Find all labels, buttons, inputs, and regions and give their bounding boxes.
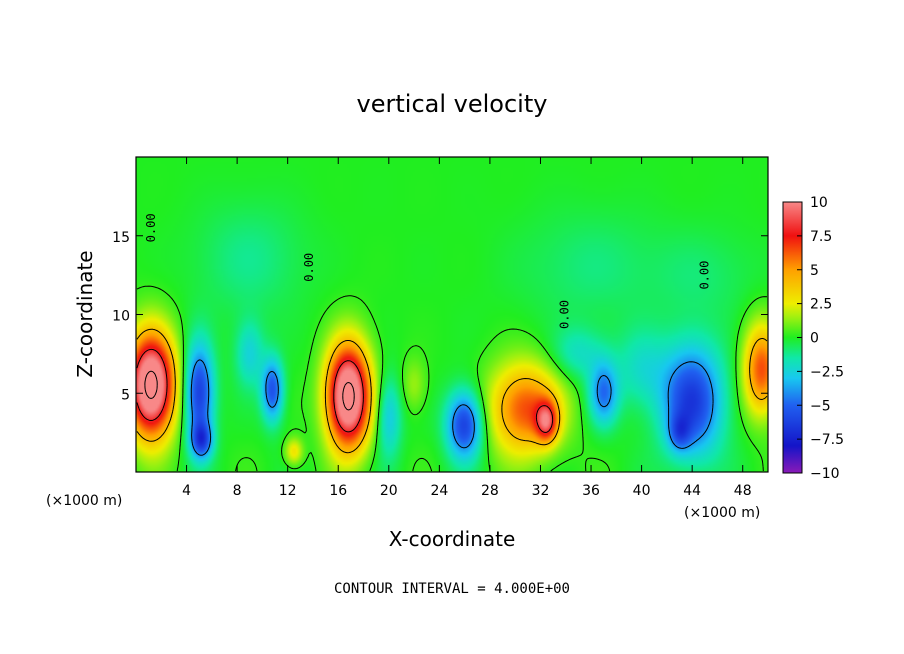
colorbar-tick-label: −10 (810, 466, 840, 482)
x-tick-label: 16 (329, 483, 347, 499)
colorbar-tick-label: 5 (810, 263, 819, 279)
contour-positive (144, 370, 355, 411)
x-tick-label: 44 (683, 483, 701, 499)
contour-interval-note: CONTOUR INTERVAL = 4.000E+00 (334, 581, 570, 597)
y-axis: 5 10 15 (112, 230, 768, 403)
y-axis-label: Z-coordinate (73, 250, 97, 377)
contour-positive (136, 328, 768, 454)
chart-title: vertical velocity (357, 90, 548, 118)
x-axis-label: X-coordinate (389, 527, 516, 551)
contour-value-label: 0.00 (302, 253, 316, 282)
colorbar-tick-label: 10 (810, 195, 828, 211)
colorbar-tick-label: 0 (810, 331, 819, 347)
x-tick-label: 40 (633, 483, 651, 499)
x-tick-label: 24 (430, 483, 448, 499)
contour-negative (190, 359, 714, 456)
x-tick-label: 32 (532, 483, 550, 499)
x-tick-label: 20 (380, 483, 398, 499)
plot-area: 0.00 0.00 0.00 0.00 (135, 156, 769, 473)
x-tick-label: 4 (182, 483, 191, 499)
contour-positive (136, 348, 554, 433)
y-tick-label: 15 (112, 230, 130, 246)
contour-labels: 0.00 0.00 0.00 0.00 (144, 213, 712, 329)
colorbar-tick-label: −7.5 (810, 432, 844, 448)
y-tick-label: 5 (121, 387, 130, 403)
y-tick-label: 10 (112, 309, 130, 325)
colorbar-tick-label: −5 (810, 398, 831, 414)
contour-value-label: 0.00 (698, 261, 712, 290)
x-unit-label: (×1000 m) (46, 493, 122, 509)
colorbar-tick-label: −2.5 (810, 364, 844, 380)
x-tick-label: 28 (481, 483, 499, 499)
contour-value-label: 0.00 (144, 213, 158, 242)
x-tick-label: 36 (582, 483, 600, 499)
x-tick-label: 12 (279, 483, 297, 499)
colorbar-ticks: 10 7.5 5 2.5 0 −2.5 −5 −7.5 −10 (797, 195, 844, 482)
x-axis: 4 8 12 16 20 24 28 32 36 40 44 48 (182, 157, 752, 499)
y-unit-label: (×1000 m) (684, 505, 760, 521)
colorbar-tick-label: 7.5 (810, 229, 832, 245)
contour-zero (136, 285, 768, 472)
contour-value-label: 0.00 (557, 300, 571, 329)
colorbar: 10 7.5 5 2.5 0 −2.5 −5 −7.5 −10 (782, 195, 844, 482)
colorbar-tick-label: 2.5 (810, 297, 832, 313)
heatmap-field (136, 157, 768, 472)
contour-lines (136, 285, 768, 472)
x-tick-label: 48 (734, 483, 752, 499)
x-tick-label: 8 (233, 483, 242, 499)
